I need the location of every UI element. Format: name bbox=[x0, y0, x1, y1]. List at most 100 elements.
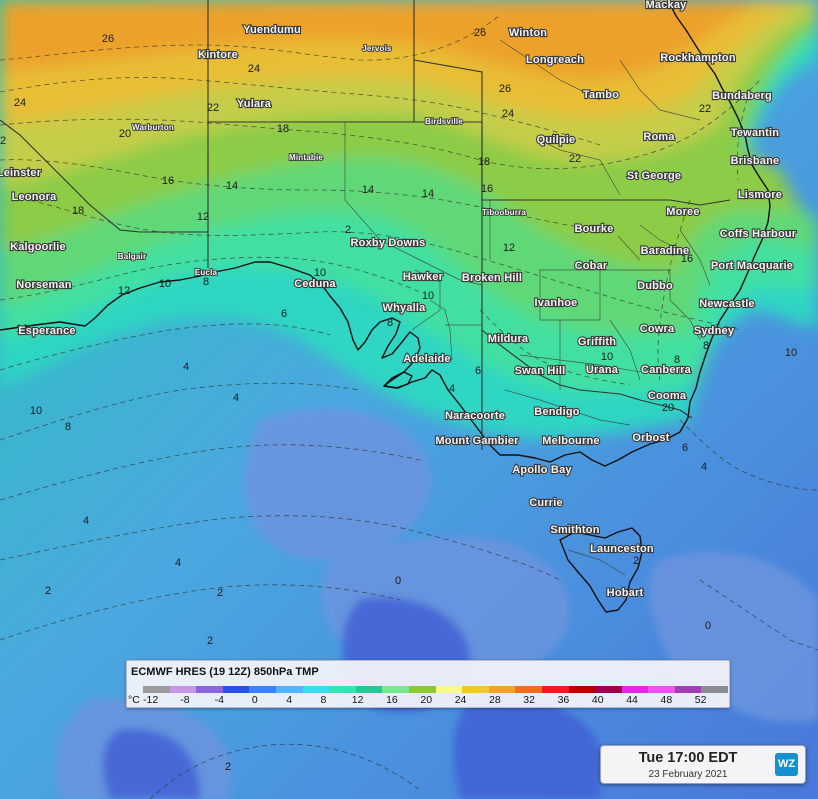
timestamp-box: Tue 17:00 EDT 23 February 2021 WZ bbox=[600, 745, 806, 784]
legend-swatch bbox=[249, 686, 276, 693]
contour-label: 22 bbox=[699, 103, 711, 115]
contour-label: 16 bbox=[481, 183, 493, 195]
contour-labels: 2624222018161412108644214141086424221812… bbox=[0, 27, 797, 773]
contour-label: 6 bbox=[682, 442, 688, 454]
place-label: Kintore bbox=[198, 49, 238, 61]
place-label: Bendigo bbox=[534, 406, 579, 418]
place-label: Port Macquarie bbox=[711, 260, 793, 272]
legend-swatch bbox=[648, 686, 675, 693]
place-label: Longreach bbox=[526, 54, 584, 66]
place-label: St George bbox=[627, 170, 681, 182]
legend-tick-label: 44 bbox=[626, 694, 638, 706]
contour-label: 8 bbox=[703, 340, 709, 352]
contour-label: 12 bbox=[503, 242, 515, 254]
legend-tick-label: 8 bbox=[320, 694, 327, 706]
place-label: Quilpie bbox=[537, 134, 576, 146]
place-label: Cowra bbox=[640, 323, 675, 335]
place-label: Leinster bbox=[0, 167, 42, 179]
legend-swatch bbox=[515, 686, 542, 693]
legend-swatch bbox=[169, 686, 197, 693]
contour-label: 20 bbox=[662, 402, 674, 414]
place-label: Bourke bbox=[574, 223, 613, 235]
place-label: Canberra bbox=[641, 364, 692, 376]
contour-label: 24 bbox=[248, 63, 260, 75]
contour-label: 4 bbox=[183, 361, 189, 373]
isotherm-contours bbox=[0, 14, 818, 799]
contour-label: 2 bbox=[633, 555, 639, 567]
place-label: Melbourne bbox=[542, 435, 599, 447]
legend-swatch bbox=[275, 686, 303, 693]
place-label: Moree bbox=[666, 206, 699, 218]
place-label: Bundaberg bbox=[712, 90, 772, 102]
place-label: Ivanhoe bbox=[535, 297, 578, 309]
place-label: Rockhampton bbox=[660, 52, 736, 64]
ocean-cool-patches bbox=[56, 408, 818, 799]
legend-tick-label: -8 bbox=[180, 694, 190, 706]
legend-tick-label: 48 bbox=[660, 694, 673, 706]
coastline bbox=[0, 0, 771, 613]
legend-title: ECMWF HRES (19 12Z) 850hPa TMP bbox=[131, 666, 319, 678]
contour-label: 14 bbox=[226, 180, 238, 192]
contour-label: 2 bbox=[217, 587, 223, 599]
contour-label: 16 bbox=[16, 323, 28, 335]
place-label: Dubbo bbox=[637, 280, 673, 292]
contour-label: 10 bbox=[422, 290, 434, 302]
place-label: Tewantin bbox=[731, 127, 780, 139]
legend-swatch bbox=[302, 686, 330, 693]
contour-label: 8 bbox=[65, 421, 71, 433]
legend-swatch bbox=[541, 686, 569, 693]
contour-label: 24 bbox=[14, 97, 26, 109]
place-label: Tibooburra bbox=[482, 208, 526, 217]
temperature-fill bbox=[0, 0, 818, 439]
contour-label: 16 bbox=[681, 253, 693, 265]
place-label: Whyalla bbox=[383, 302, 427, 314]
legend-swatch bbox=[408, 686, 436, 693]
legend-tick-label: 4 bbox=[286, 694, 293, 706]
contour-label: 8 bbox=[203, 276, 209, 288]
contour-label: 0 bbox=[395, 575, 401, 587]
contour-label: 10 bbox=[30, 405, 42, 417]
contour-label: 10 bbox=[159, 278, 171, 290]
legend-tick-label: 20 bbox=[420, 694, 433, 706]
timestamp-date: 23 February 2021 bbox=[648, 769, 728, 780]
legend-swatch bbox=[222, 686, 250, 693]
place-label: Mildura bbox=[488, 333, 529, 345]
contour-label: 2 bbox=[345, 224, 351, 236]
legend-tick-label: 52 bbox=[694, 694, 707, 706]
legend-tick-label: 36 bbox=[557, 694, 570, 706]
place-label: Adelaide bbox=[403, 353, 450, 365]
legend-swatch bbox=[568, 686, 596, 693]
contour-label: 26 bbox=[474, 27, 486, 39]
contour-label: 18 bbox=[277, 123, 289, 135]
legend-swatch bbox=[329, 686, 356, 693]
contour-label: 22 bbox=[569, 153, 581, 165]
legend-tick-label: 32 bbox=[523, 694, 535, 706]
place-label: Orbost bbox=[632, 432, 669, 444]
place-label: Kalgoorlie bbox=[10, 241, 66, 253]
place-label: Leonora bbox=[12, 191, 57, 203]
contour-label: 18 bbox=[72, 205, 84, 217]
contour-label: 20 bbox=[119, 128, 131, 140]
place-label: Winton bbox=[509, 27, 547, 39]
contour-label: 8 bbox=[387, 317, 393, 329]
legend-tick-label: 28 bbox=[489, 694, 501, 706]
weatherzone-logo[interactable]: WZ bbox=[775, 753, 798, 776]
contour-label: 4 bbox=[175, 557, 181, 569]
legend-swatch bbox=[196, 686, 223, 693]
legend-swatch bbox=[143, 686, 170, 693]
contour-label: 24 bbox=[502, 108, 514, 120]
place-label: Cooma bbox=[648, 390, 687, 402]
place-label: Yuendumu bbox=[243, 24, 301, 36]
contour-label: 12 bbox=[118, 285, 130, 297]
timestamp-main: Tue 17:00 EDT bbox=[638, 750, 738, 766]
legend-swatch bbox=[382, 686, 409, 693]
contour-label: 6 bbox=[281, 308, 287, 320]
place-label: Tambo bbox=[583, 89, 619, 101]
region-borders bbox=[344, 39, 711, 576]
contour-label: 26 bbox=[102, 33, 114, 45]
place-labels: Yuendumu Kintore Jervois Yulara Warburton Min… bbox=[0, 0, 798, 600]
place-label: Baradine bbox=[641, 245, 690, 257]
contour-label: 16 bbox=[162, 175, 174, 187]
contour-label: 4 bbox=[449, 383, 455, 395]
